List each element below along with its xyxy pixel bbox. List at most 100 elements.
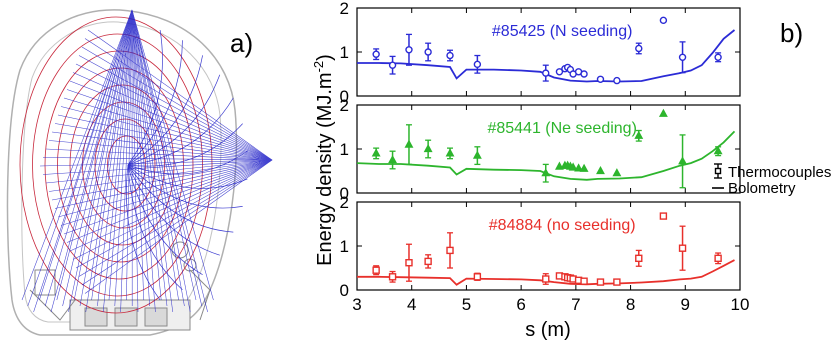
y-tick-label: 0	[340, 281, 349, 300]
thermocouple-point	[714, 254, 722, 263]
thermocouple-point	[405, 46, 413, 54]
x-tick-label: 7	[571, 295, 580, 314]
line-of-sight-top	[131, 9, 203, 307]
line-of-sight-top	[131, 9, 191, 313]
thermocouple-point	[580, 277, 588, 285]
line-of-sight-top	[131, 9, 179, 301]
line-of-sight-side	[60, 106, 273, 161]
line-of-sight-side	[60, 159, 273, 226]
panel-2: 0 1 2 #85441 (Ne seeding)	[340, 96, 741, 203]
panel-label-a: a)	[230, 28, 253, 58]
x-tick-label: 3	[352, 295, 361, 314]
bolometry-line	[357, 259, 735, 286]
thermocouple-point	[404, 139, 414, 148]
flux-surface	[19, 16, 213, 314]
thermocouple-point	[678, 53, 687, 61]
thermocouple-point	[541, 168, 551, 177]
thermocouple-point	[445, 148, 455, 157]
thermocouple-point	[613, 76, 621, 85]
line-of-sight-top	[68, 9, 133, 313]
vessel-outline	[6, 9, 238, 336]
thermocouple-point	[473, 60, 482, 69]
line-of-sight-side	[57, 159, 273, 218]
field-line	[127, 164, 183, 291]
flux-surfaces-red	[19, 16, 213, 314]
y-tick-label: 0	[340, 87, 349, 106]
thermocouple-point	[472, 150, 482, 159]
line-of-sight-top	[39, 9, 133, 301]
line-of-sight-top	[85, 9, 133, 313]
divertor-structure	[29, 241, 211, 331]
y-axis-title-text: Energy density (MJ.m	[314, 72, 336, 265]
thermocouple-point	[388, 154, 398, 164]
line-of-sight-side	[72, 72, 273, 161]
line-of-sight-side	[48, 140, 273, 161]
line-of-sight-side	[54, 159, 273, 209]
thermocouple-point	[388, 273, 397, 281]
line-of-sight-top	[131, 9, 174, 313]
thermocouple-point	[574, 163, 584, 172]
line-of-sight-top	[56, 9, 133, 301]
line-of-sight-side	[87, 29, 273, 161]
field-line	[127, 97, 234, 166]
line-of-sight-side	[75, 159, 273, 269]
thermocouple-point	[635, 44, 643, 53]
y-tick-label: 1	[340, 237, 349, 256]
thermocouple-point	[423, 143, 433, 153]
line-of-sight-top	[73, 9, 133, 301]
thermocouple-point	[473, 273, 482, 281]
y-tick-label: 2	[340, 0, 349, 18]
x-axis-title: s (m)	[525, 319, 571, 341]
field-line	[127, 30, 163, 166]
panel-1: 0 1 2 #85425 (N seeding)	[340, 0, 741, 106]
panel-annotation: #85425 (N seeding)	[492, 23, 633, 40]
thermocouple-point	[424, 48, 432, 56]
line-of-sight-side	[57, 114, 273, 161]
line-of-sight-top	[131, 9, 150, 307]
flux-surface	[94, 118, 156, 212]
line-of-sight-top	[120, 9, 133, 313]
x-tick-label: 4	[407, 295, 416, 314]
line-of-sight-side	[84, 159, 273, 294]
panel-label-b: b)	[780, 18, 803, 48]
field-line	[127, 123, 243, 167]
thermocouple-point	[372, 50, 380, 58]
thermocouple-point	[446, 51, 454, 60]
thermocouple-point	[596, 75, 605, 83]
thermocouple-point	[568, 162, 578, 171]
x-tick-label: 8	[626, 295, 635, 314]
thermocouple-point	[371, 148, 381, 157]
x-tick-label: 9	[681, 295, 690, 314]
thermocouple-point	[542, 275, 550, 283]
line-of-sight-top	[131, 9, 156, 313]
legend: Thermocouples Bolometry	[712, 163, 831, 197]
thermocouple-point	[613, 278, 621, 286]
thermocouple-point	[713, 146, 723, 155]
flux-surface	[32, 33, 203, 297]
x-axis-ticks: 3 4 5 6 7 8 9 10	[352, 295, 749, 314]
line-of-sight-top	[91, 9, 133, 301]
line-of-sight-top	[126, 9, 133, 301]
line-of-sight-side	[72, 159, 273, 260]
thermocouple-point	[612, 168, 622, 177]
thermocouple-point	[659, 212, 668, 220]
thermocouple-point	[579, 163, 589, 172]
line-of-sight-side	[66, 89, 273, 161]
line-of-sight-side	[39, 159, 273, 167]
line-of-sight-top	[131, 9, 139, 313]
line-of-sight-side	[69, 80, 273, 161]
line-of-sight-side	[63, 97, 273, 161]
y-tick-label: 1	[340, 140, 349, 159]
line-of-sight-side	[84, 38, 273, 161]
line-of-sight-top	[21, 9, 133, 301]
field-line	[127, 164, 243, 209]
field-line	[127, 150, 248, 175]
energy-density-chart: b) Energy density (MJ.m-2) s (m) 0 1 2 #854…	[311, 0, 831, 341]
thermocouple-point	[580, 70, 588, 78]
y-tick-label: 2	[340, 193, 349, 212]
line-of-sight-top	[131, 9, 208, 313]
line-of-sight-side	[75, 63, 273, 161]
line-of-sight-top	[102, 9, 133, 313]
line-of-sight-side	[63, 159, 273, 235]
bolometer-lines-of-sight	[21, 9, 273, 313]
